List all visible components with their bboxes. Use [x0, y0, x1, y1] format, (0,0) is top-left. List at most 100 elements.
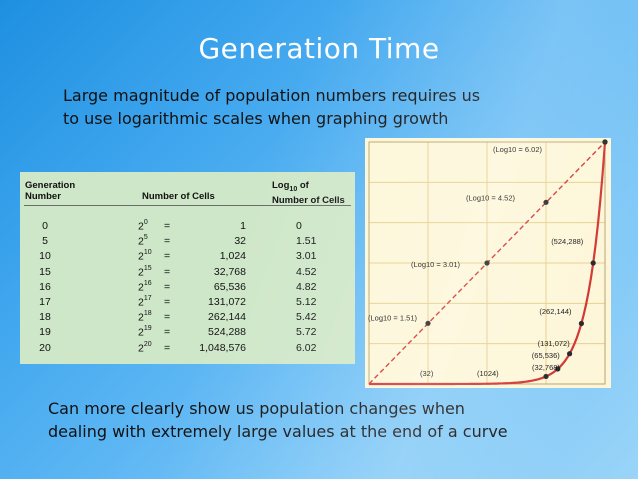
power-base: 2 [138, 220, 144, 233]
exponential-point-label: (524,288) [551, 237, 584, 246]
power-cell: 220 [138, 340, 152, 355]
equals-sign: = [164, 326, 171, 339]
cells-cell: 1,024 [219, 250, 246, 263]
slide-title: Generation Time [198, 32, 440, 65]
header-generation-line2: Number [25, 191, 61, 202]
log-cell: 5.42 [296, 311, 317, 324]
log-cell: 6.02 [296, 341, 317, 354]
power-exponent: 16 [143, 279, 152, 287]
power-base: 2 [138, 296, 144, 309]
power-exponent: 18 [143, 310, 152, 318]
table-row: 5 25 = 32 1.51 [20, 234, 355, 250]
equals-sign: = [164, 296, 171, 308]
intro-line-2: to use logarithmic scales when graphing … [63, 109, 449, 128]
cells-cell: 1,048,576 [199, 341, 246, 354]
bottom-text: Can more clearly show us population chan… [48, 397, 628, 443]
equals-sign: = [164, 265, 171, 278]
power-exponent: 20 [143, 340, 152, 348]
table-row: 18 218 = 262,144 5.42 [20, 310, 355, 326]
equals-sign: = [164, 280, 171, 293]
header-log-cells: Log10 of Number of Cells [272, 180, 345, 206]
table-row: 0 20 = 1 0 [20, 219, 355, 235]
log-cell: 4.82 [296, 280, 317, 293]
power-exponent: 15 [143, 264, 152, 272]
exponential-point-label: (1024) [477, 369, 499, 378]
cells-cell: 524,288 [208, 326, 246, 339]
cells-cell: 32,768 [213, 265, 246, 278]
power-base: 2 [138, 281, 144, 294]
power-base: 2 [138, 235, 144, 248]
power-base: 2 [138, 266, 144, 279]
power-base: 2 [138, 311, 144, 324]
power-exponent: 17 [143, 295, 152, 302]
header-log-word: Log [272, 180, 290, 191]
power-base: 2 [138, 250, 144, 263]
cells-cell: 1 [240, 220, 246, 232]
table-row: 16 216 = 65,536 4.82 [20, 279, 355, 296]
log-point [425, 320, 431, 326]
log-cell: 5.72 [296, 326, 317, 339]
power-cell: 20 [138, 219, 148, 233]
log-cell: 1.51 [296, 235, 317, 248]
power-exponent: 0 [143, 219, 148, 226]
table-row: 19 219 = 524,288 5.72 [20, 325, 355, 341]
log-point-label: (Log10 = 3.01) [411, 260, 460, 269]
bottom-line-2: dealing with extremely large values at t… [48, 422, 508, 441]
power-cell: 219 [138, 325, 152, 339]
log-cell: 0 [296, 220, 302, 232]
cells-cell: 131,072 [208, 296, 246, 308]
header-log-after: of [297, 180, 309, 191]
log-point-label: (Log10 = 6.02) [493, 145, 542, 154]
power-cell: 216 [138, 279, 152, 294]
power-exponent: 10 [143, 249, 152, 257]
growth-graph: (Log10 = 1.51) (Log10 = 3.01) (Log10 = 4.5… [365, 138, 611, 388]
cells-cell: 65,536 [213, 280, 246, 293]
header-generation-line1: Generation [25, 180, 76, 191]
power-base: 2 [138, 326, 144, 339]
table-row: 10 210 = 1,024 3.01 [20, 249, 355, 265]
exponential-point [555, 366, 561, 372]
header-divider [24, 205, 351, 206]
equals-sign: = [164, 235, 171, 248]
power-exponent: 5 [143, 234, 148, 242]
table-row: 15 215 = 32,768 4.52 [20, 264, 355, 281]
power-cell: 217 [138, 295, 152, 309]
power-exponent: 19 [143, 325, 152, 333]
exponential-point [590, 260, 596, 266]
table-row: 17 217 = 131,072 5.12 [20, 295, 355, 311]
cells-cell: 32 [234, 235, 246, 248]
power-cell: 210 [138, 249, 152, 263]
generation-cell: 5 [42, 235, 48, 248]
generation-cell: 19 [39, 326, 51, 339]
equals-sign: = [164, 341, 171, 354]
log-cell: 3.01 [296, 250, 317, 263]
exponential-point-label: (262,144) [539, 307, 572, 316]
generation-cell: 16 [39, 280, 51, 293]
header-log-sub: 10 [289, 185, 298, 193]
log-point-label: (Log10 = 1.51) [368, 313, 417, 322]
exponential-series-line [369, 141, 607, 386]
power-cell: 25 [138, 234, 148, 248]
power-cell: 218 [138, 310, 152, 324]
exponential-point-label: (32,768) [532, 363, 560, 372]
equals-sign: = [164, 250, 171, 263]
equals-sign: = [164, 220, 171, 232]
intro-text: Large magnitude of population numbers re… [63, 84, 583, 130]
exponential-point-label: (65,536) [532, 351, 560, 360]
equals-sign: = [164, 311, 171, 324]
generation-cell: 20 [39, 341, 51, 354]
log-cell: 4.52 [296, 265, 317, 278]
generation-cell: 18 [39, 311, 51, 324]
log-point [543, 199, 549, 205]
generation-cell: 0 [42, 220, 48, 232]
generation-cell: 15 [39, 265, 51, 278]
header-log-line1: Log10 of [272, 180, 345, 195]
cells-cell: 262,144 [208, 311, 246, 324]
header-generation-number: Generation Number [25, 180, 75, 202]
generation-table: Generation Number Number of Cells Log10 … [20, 172, 355, 364]
exponential-point [578, 320, 584, 327]
generation-cell: 10 [39, 250, 51, 263]
log-point [484, 260, 490, 266]
power-cell: 215 [138, 264, 152, 279]
